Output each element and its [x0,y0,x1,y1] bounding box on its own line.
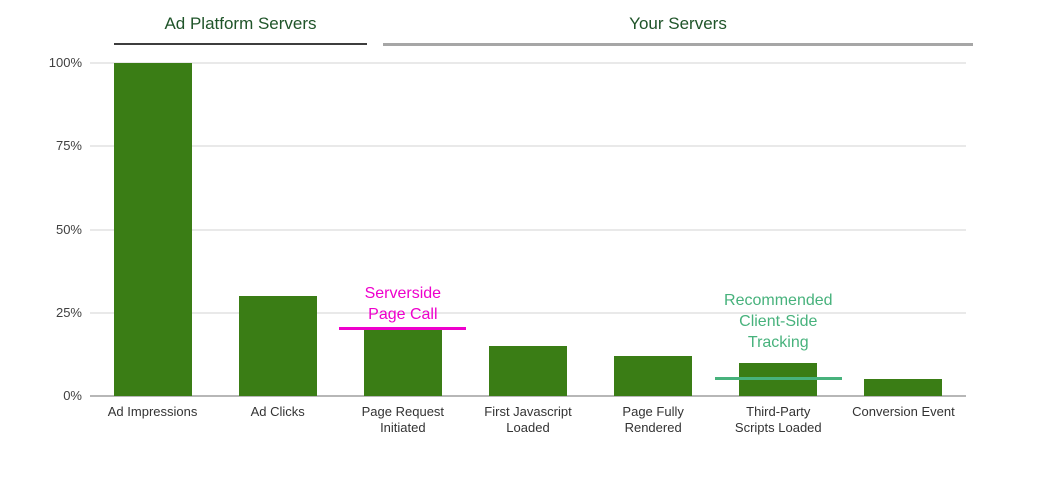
bar [614,356,693,396]
x-axis-label: Ad Clicks [250,404,305,419]
y-tick-label: 25% [55,304,82,320]
gridline [90,62,966,64]
x-axis-baseline [90,395,966,397]
bar [113,63,192,396]
x-axis-label: Third-Party Scripts Loaded [734,404,822,435]
group-header-label: Your Servers [629,14,727,33]
annotation-line [714,376,842,380]
bar [238,296,317,396]
gridline [90,311,966,314]
group-header-underline [114,43,367,45]
y-tick-label: 50% [55,221,82,237]
group-header-label: Ad Platform Servers [164,14,317,33]
y-tick-label: 100% [48,55,82,70]
bar [864,379,943,396]
y-tick-label: 0% [63,388,82,403]
annotation-line [339,326,467,330]
x-axis-label: Page Request Initiated [361,404,445,435]
x-axis-label: First Javascript Loaded [484,404,572,435]
x-axis-label: Ad Impressions [107,404,198,419]
x-axis-label: Page Fully Rendered [622,404,684,435]
annotation-label: Recommended Client-Side Tracking [724,292,833,351]
bar [489,346,567,396]
y-tick-label: 75% [55,138,82,154]
gridline [90,145,966,148]
gridline [90,228,966,231]
bar [363,329,442,396]
x-axis-label: Conversion Event [852,404,955,419]
group-header-underline [383,43,973,46]
annotation-label: Serverside Page Call [364,285,442,323]
